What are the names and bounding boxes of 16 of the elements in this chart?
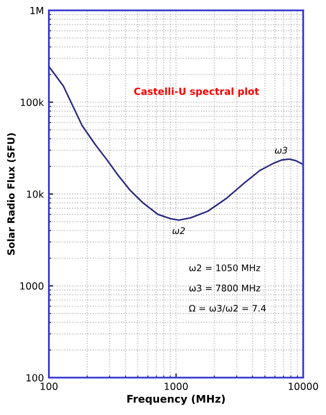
y-tick-label: 100k [20,98,44,106]
annotation: ω2 [172,227,185,234]
y-tick-label: 1000 [20,282,44,290]
y-axis-title: Solar Radio Flux (SFU) [7,133,16,255]
x-axis-title: Frequency (MHz) [127,394,225,405]
annotation: ω2 = 1050 MHz [189,264,260,272]
annotation: Ω = ω3/ω2 = 7.4 [189,304,266,312]
y-tick-label: 10k [27,190,44,198]
x-tick-label: 100 [40,382,58,390]
x-tick-label: 10000 [288,382,318,390]
annotation: ω3 = 7800 MHz [189,284,260,292]
text: Castelli-U spectral plot [134,87,259,97]
y-tick-label: 1M [30,6,44,14]
x-tick-label: 1000 [164,382,188,390]
annotation: ω3 [274,146,288,154]
y-tick-label: 100 [26,374,44,382]
